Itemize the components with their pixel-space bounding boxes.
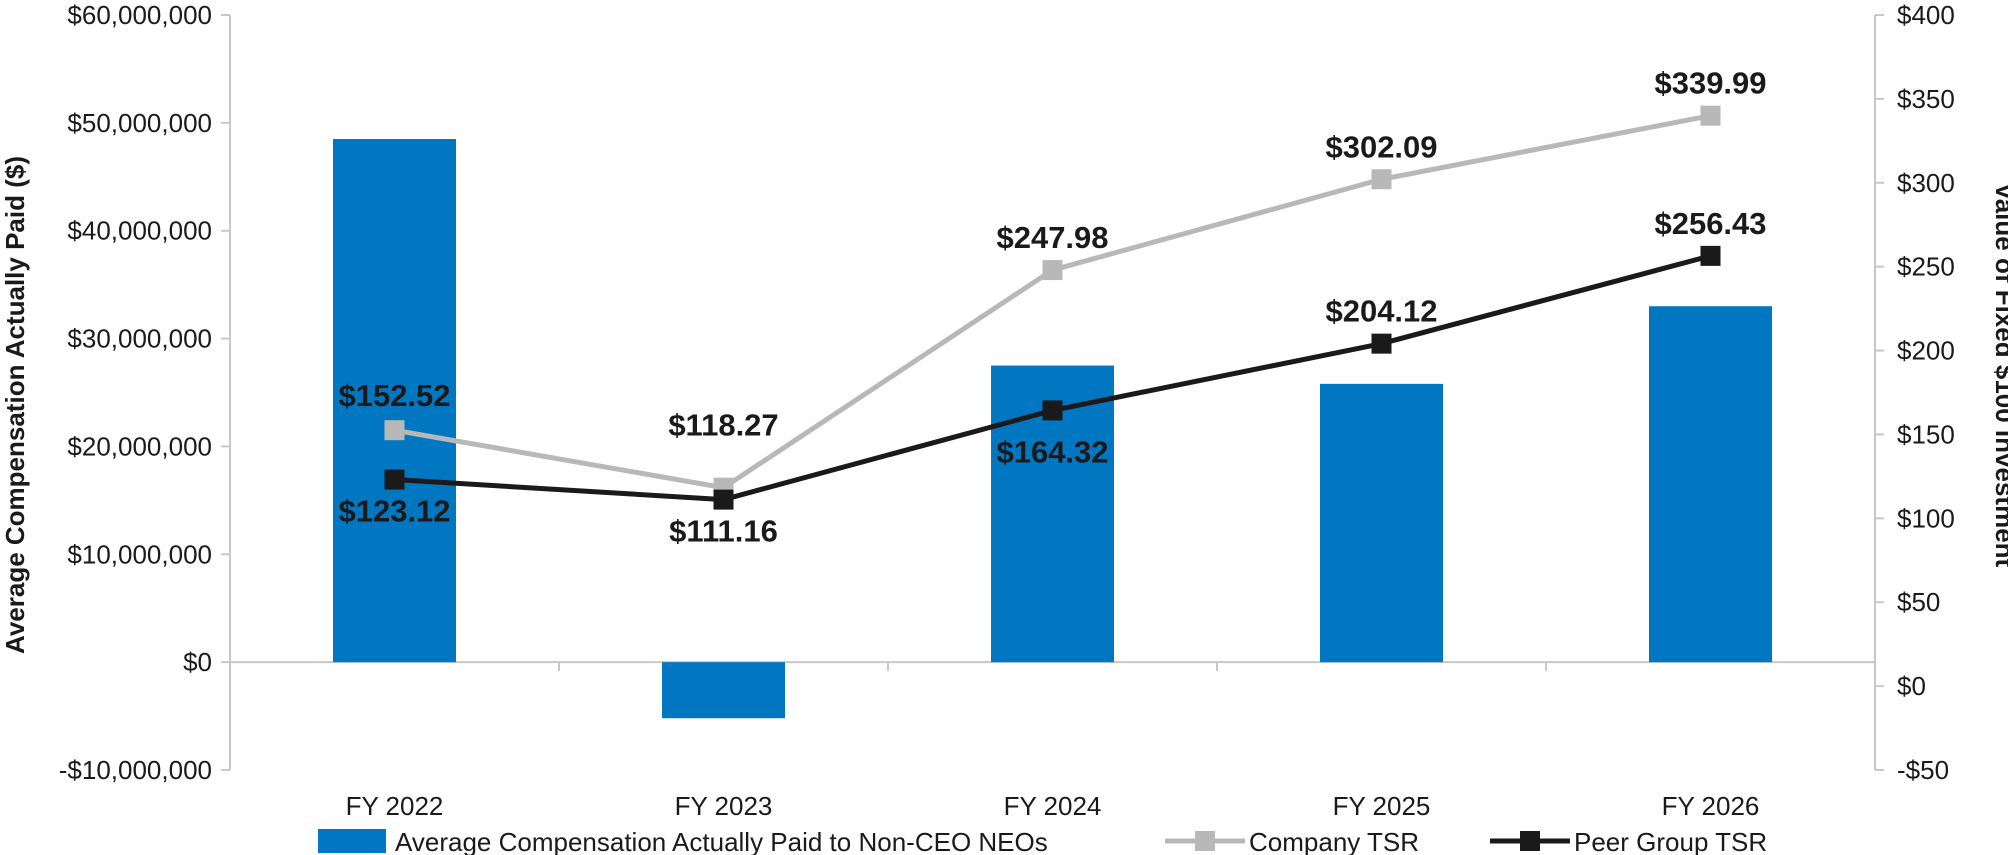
data-label: $152.52 xyxy=(338,378,450,413)
data-label: $123.12 xyxy=(338,494,450,529)
legend-label: Company TSR xyxy=(1249,827,1419,855)
data-label: $204.12 xyxy=(1325,294,1437,329)
series-marker xyxy=(713,489,734,510)
legend: Average Compensation Actually Paid to No… xyxy=(318,827,1767,855)
bars xyxy=(333,139,1772,719)
left-tick-label: $0 xyxy=(183,647,212,677)
right-tick-label: $350 xyxy=(1897,84,1955,114)
right-tick-label: $100 xyxy=(1897,503,1955,533)
left-tick-label: -$10,000,000 xyxy=(59,755,212,785)
category-label: FY 2026 xyxy=(1662,791,1760,821)
data-label: $302.09 xyxy=(1325,129,1437,164)
data-label: $118.27 xyxy=(668,408,778,443)
right-tick-label: $400 xyxy=(1897,0,1955,30)
series-marker xyxy=(1700,245,1721,266)
legend-label: Average Compensation Actually Paid to No… xyxy=(395,827,1048,855)
data-label: $339.99 xyxy=(1654,66,1766,101)
legend-swatch-bar xyxy=(318,829,386,853)
right-tick-label: $150 xyxy=(1897,419,1955,449)
right-tick-label: $0 xyxy=(1897,671,1926,701)
data-label: $256.43 xyxy=(1654,206,1766,241)
data-labels: $152.52 $118.27 $247.98 $302.09 $339.99 $123.… xyxy=(338,66,1766,549)
series-marker xyxy=(1371,169,1392,190)
legend-swatch-marker xyxy=(1195,831,1215,851)
left-tick-label: $60,000,000 xyxy=(67,0,212,30)
left-tick-label: $10,000,000 xyxy=(67,539,212,569)
axes: -$10,000,000 $0 $10,000,000 $20,000,000 $30,… xyxy=(59,0,1955,821)
left-tick-label: $30,000,000 xyxy=(67,324,212,354)
category-label: FY 2025 xyxy=(1333,791,1431,821)
category-label: FY 2024 xyxy=(1004,791,1102,821)
category-label: FY 2023 xyxy=(675,791,773,821)
bar xyxy=(662,662,785,719)
category-label: FY 2022 xyxy=(346,791,444,821)
right-tick-label: -$50 xyxy=(1897,755,1949,785)
series-marker xyxy=(384,420,405,441)
left-tick-label: $50,000,000 xyxy=(67,108,212,138)
bar xyxy=(1649,306,1772,663)
data-label: $111.16 xyxy=(669,514,778,549)
right-tick-label: $300 xyxy=(1897,168,1955,198)
left-tick-label: $40,000,000 xyxy=(67,216,212,246)
legend-swatch-marker xyxy=(1520,831,1540,851)
right-tick-label: $250 xyxy=(1897,252,1955,282)
bar xyxy=(1320,383,1443,663)
left-tick-label: $20,000,000 xyxy=(67,431,212,461)
series-marker xyxy=(1042,400,1063,421)
series-marker xyxy=(1700,105,1721,126)
bar xyxy=(333,139,456,663)
right-tick-label: $50 xyxy=(1897,587,1940,617)
right-axis-title: Value of Fixed $100 Investment xyxy=(1990,183,2008,568)
series-marker xyxy=(384,469,405,490)
legend-label: Peer Group TSR xyxy=(1574,827,1767,855)
lines xyxy=(384,105,1721,510)
series-marker xyxy=(1371,333,1392,354)
right-tick-label: $200 xyxy=(1897,336,1955,366)
data-label: $164.32 xyxy=(996,434,1108,469)
series-marker xyxy=(1042,260,1063,281)
data-label: $247.98 xyxy=(996,220,1108,255)
left-axis-title: Average Compensation Actually Paid ($) xyxy=(0,156,30,654)
